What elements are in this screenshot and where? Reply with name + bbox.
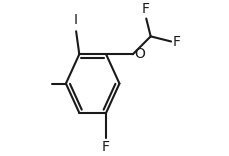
Text: F: F <box>172 35 180 49</box>
Text: F: F <box>102 140 110 154</box>
Text: O: O <box>133 47 144 61</box>
Text: F: F <box>141 2 149 16</box>
Text: I: I <box>73 13 77 27</box>
